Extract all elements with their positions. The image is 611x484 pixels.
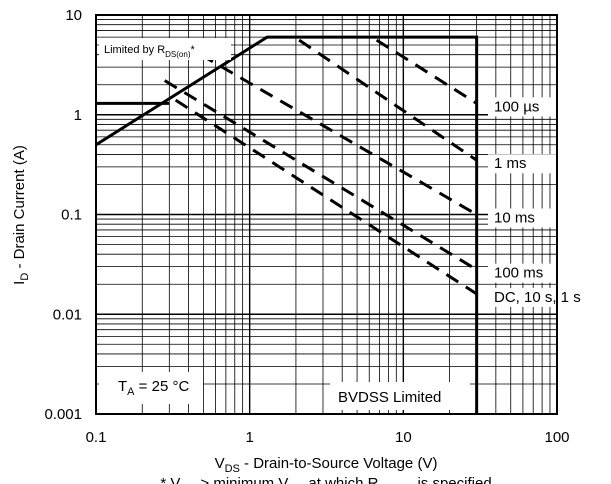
x-axis-label-part: DS xyxy=(225,463,240,475)
x-tick-label: 0.1 xyxy=(86,429,107,446)
x-axis-label-part: V xyxy=(215,455,225,472)
series-label: 10 ms xyxy=(494,210,535,227)
y-tick-label: 0.001 xyxy=(44,406,82,423)
y-tick-label: 0.01 xyxy=(53,306,82,323)
notes: 100 µs 1 ms 10 ms 100 ms DC, 10 s, 1 s Limite… xyxy=(99,38,608,410)
footnote-part: > minimum V xyxy=(196,475,288,484)
temp-note: TA = 25 °C xyxy=(118,378,189,398)
rds-note-part: Limited by R xyxy=(104,44,165,56)
plot-border xyxy=(95,14,558,415)
dashed-line xyxy=(375,38,478,105)
temp-note-part: T xyxy=(118,378,127,395)
limit-line xyxy=(95,35,479,414)
x-tick-label: 100 xyxy=(544,429,569,446)
footnote-part: * V xyxy=(160,475,180,484)
y-axis-label-part: D xyxy=(19,273,31,281)
bvdss-note: BVDSS Limited xyxy=(338,389,441,406)
series-label-bg xyxy=(488,263,608,283)
footnote: * VGS > minimum VGS at which RDS(on) is … xyxy=(160,475,491,484)
x-axis-label-part: - Drain-to-Source Voltage (V) xyxy=(240,455,438,472)
y-axis-label: ID - Drain Current (A) xyxy=(11,145,31,285)
rds-note-part: * xyxy=(190,44,195,56)
dashed-line xyxy=(199,53,478,216)
y-axis-label-part: I xyxy=(11,281,28,285)
y-tick-label: 1 xyxy=(74,107,82,124)
y-tick-label: 0.1 xyxy=(61,207,82,224)
x-axis-label: VDS - Drain-to-Source Voltage (V) xyxy=(215,455,438,475)
series-label: DC, 10 s, 1 s xyxy=(494,289,581,306)
temp-note-part: A xyxy=(127,386,135,398)
series-label-bg xyxy=(488,208,608,228)
series-label-bg xyxy=(488,287,608,307)
note-bg xyxy=(330,382,470,410)
note-bg xyxy=(99,372,203,404)
series-label-bg xyxy=(488,97,608,117)
series-label-bg xyxy=(488,154,608,174)
rds-note-part: DS(on) xyxy=(165,50,191,59)
footnote-part: is specified xyxy=(413,475,491,484)
footnote-part: at which R xyxy=(304,475,378,484)
series-label: 100 ms xyxy=(494,265,543,282)
lines xyxy=(95,35,479,414)
y-axis-label-part: - Drain Current (A) xyxy=(11,145,28,273)
rds-note: Limited by RDS(on)* xyxy=(104,44,195,59)
dashed-line xyxy=(174,98,478,296)
note-bg xyxy=(99,38,231,60)
x-tick-label: 10 xyxy=(395,429,412,446)
series-label: 1 ms xyxy=(494,155,527,172)
dashed-line xyxy=(298,38,478,162)
temp-note-part: = 25 °C xyxy=(135,378,190,395)
bvdss-note-part: BVDSS Limited xyxy=(338,389,441,406)
series-label: 100 µs xyxy=(494,98,539,115)
dashed-line xyxy=(163,79,478,271)
x-tick-label: 1 xyxy=(245,429,253,446)
y-tick-label: 10 xyxy=(65,7,82,24)
